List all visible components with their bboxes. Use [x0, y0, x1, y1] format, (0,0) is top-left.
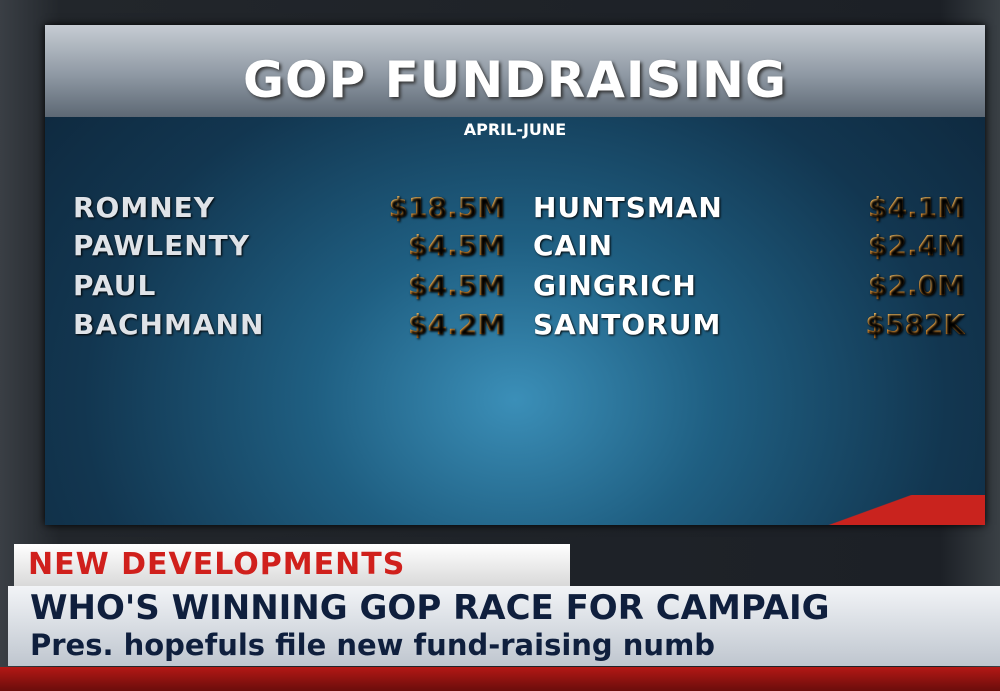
ticker — [0, 667, 1000, 691]
amount: $2.4M — [785, 229, 965, 262]
title: GOP FUNDRAISING — [242, 51, 787, 109]
amount: $4.5M — [335, 229, 505, 262]
amount: $4.1M — [785, 191, 965, 224]
candidate-name: BACHMANN — [73, 308, 265, 341]
tag: NEW DEVELOPMENTS — [14, 544, 570, 586]
headline: WHO'S WINNING GOP RACE FOR CAMPAIG — [30, 588, 830, 628]
subline: Pres. hopefuls file new fund-raising num… — [30, 628, 716, 662]
candidate-name: HUNTSMAN — [533, 191, 723, 224]
candidate-name: PAUL — [73, 269, 157, 302]
candidate-name: ROMNEY — [73, 191, 216, 224]
amount: $4.2M — [335, 308, 505, 341]
candidate-name: SANTORUM — [533, 308, 722, 341]
candidate-name: CAIN — [533, 229, 614, 262]
headline-strip: WHO'S WINNING GOP RACE FOR CAMPAIG Pres.… — [8, 586, 1000, 666]
amount: $2.0M — [785, 269, 965, 302]
amount: $4.5M — [335, 269, 505, 302]
graphic-board: GOP FUNDRAISING APRIL-JUNE ROMNEY $18.5M H… — [45, 25, 985, 525]
accent — [805, 495, 985, 525]
title-band — [45, 25, 985, 117]
candidate-name: PAWLENTY — [73, 229, 251, 262]
amount: $18.5M — [335, 191, 505, 224]
candidate-name: GINGRICH — [533, 269, 697, 302]
amount: $582K — [785, 308, 965, 341]
subtitle: APRIL-JUNE — [463, 120, 567, 139]
